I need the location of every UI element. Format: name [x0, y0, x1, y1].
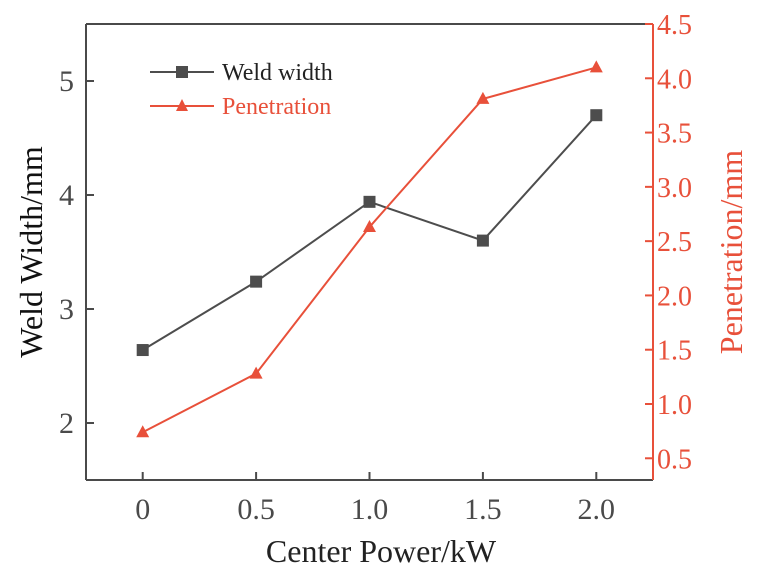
penetration-point	[249, 366, 263, 379]
legend-label-weld-width: Weld width	[222, 60, 333, 86]
x-axis-ticks: 0 0.5 1.0 1.5 2.0	[135, 472, 615, 526]
right-tick-label: 3.5	[657, 119, 692, 150]
weld-width-point	[250, 275, 263, 288]
x-axis-title: Center Power/kW	[266, 533, 497, 569]
right-tick-label: 4.5	[657, 10, 692, 41]
right-tick-label: 3.0	[657, 173, 692, 204]
legend-marker-triangle	[176, 99, 188, 111]
left-tick-label: 4	[59, 179, 74, 212]
x-tick-label: 0	[135, 493, 150, 526]
legend-marker-square	[176, 66, 188, 78]
penetration-line	[142, 66, 597, 434]
right-axis-title: Penetration/mm	[713, 150, 749, 355]
legend: Weld width Penetration	[150, 60, 333, 120]
legend-item-weld-width: Weld width	[150, 60, 333, 86]
weld-width-point	[476, 234, 489, 247]
x-tick-label: 2.0	[578, 493, 616, 526]
weld-width-point	[363, 195, 376, 208]
left-axis-ticks: 2 3 4 5	[59, 65, 94, 440]
weld-width-line	[142, 114, 598, 351]
weld-width-point	[590, 109, 603, 122]
x-tick-label: 1.0	[351, 493, 389, 526]
right-axis-ticks: 0.5 1.0 1.5 2.0 2.5 3.0 3.5 4.0 4.5	[645, 10, 692, 475]
x-tick-label: 0.5	[237, 493, 275, 526]
left-tick-label: 2	[59, 407, 74, 440]
penetration-series	[136, 60, 603, 438]
left-axis-title: Weld Width/mm	[13, 146, 49, 358]
plot-frame	[85, 23, 654, 481]
x-tick-label: 1.5	[464, 493, 502, 526]
right-tick-label: 2.5	[657, 227, 692, 258]
weld-width-series	[136, 109, 603, 357]
right-tick-label: 1.0	[657, 390, 692, 421]
penetration-point	[136, 425, 150, 438]
right-tick-label: 0.5	[657, 444, 692, 475]
right-tick-label: 4.0	[657, 64, 692, 95]
weld-width-point	[136, 344, 149, 357]
left-tick-label: 5	[59, 65, 74, 98]
right-tick-label: 1.5	[657, 336, 692, 367]
right-tick-label: 2.0	[657, 281, 692, 312]
legend-item-penetration: Penetration	[150, 94, 331, 120]
left-tick-label: 3	[59, 293, 74, 326]
penetration-point	[589, 60, 603, 73]
penetration-point	[363, 220, 376, 233]
penetration-point	[476, 91, 490, 104]
legend-label-penetration: Penetration	[222, 94, 331, 120]
